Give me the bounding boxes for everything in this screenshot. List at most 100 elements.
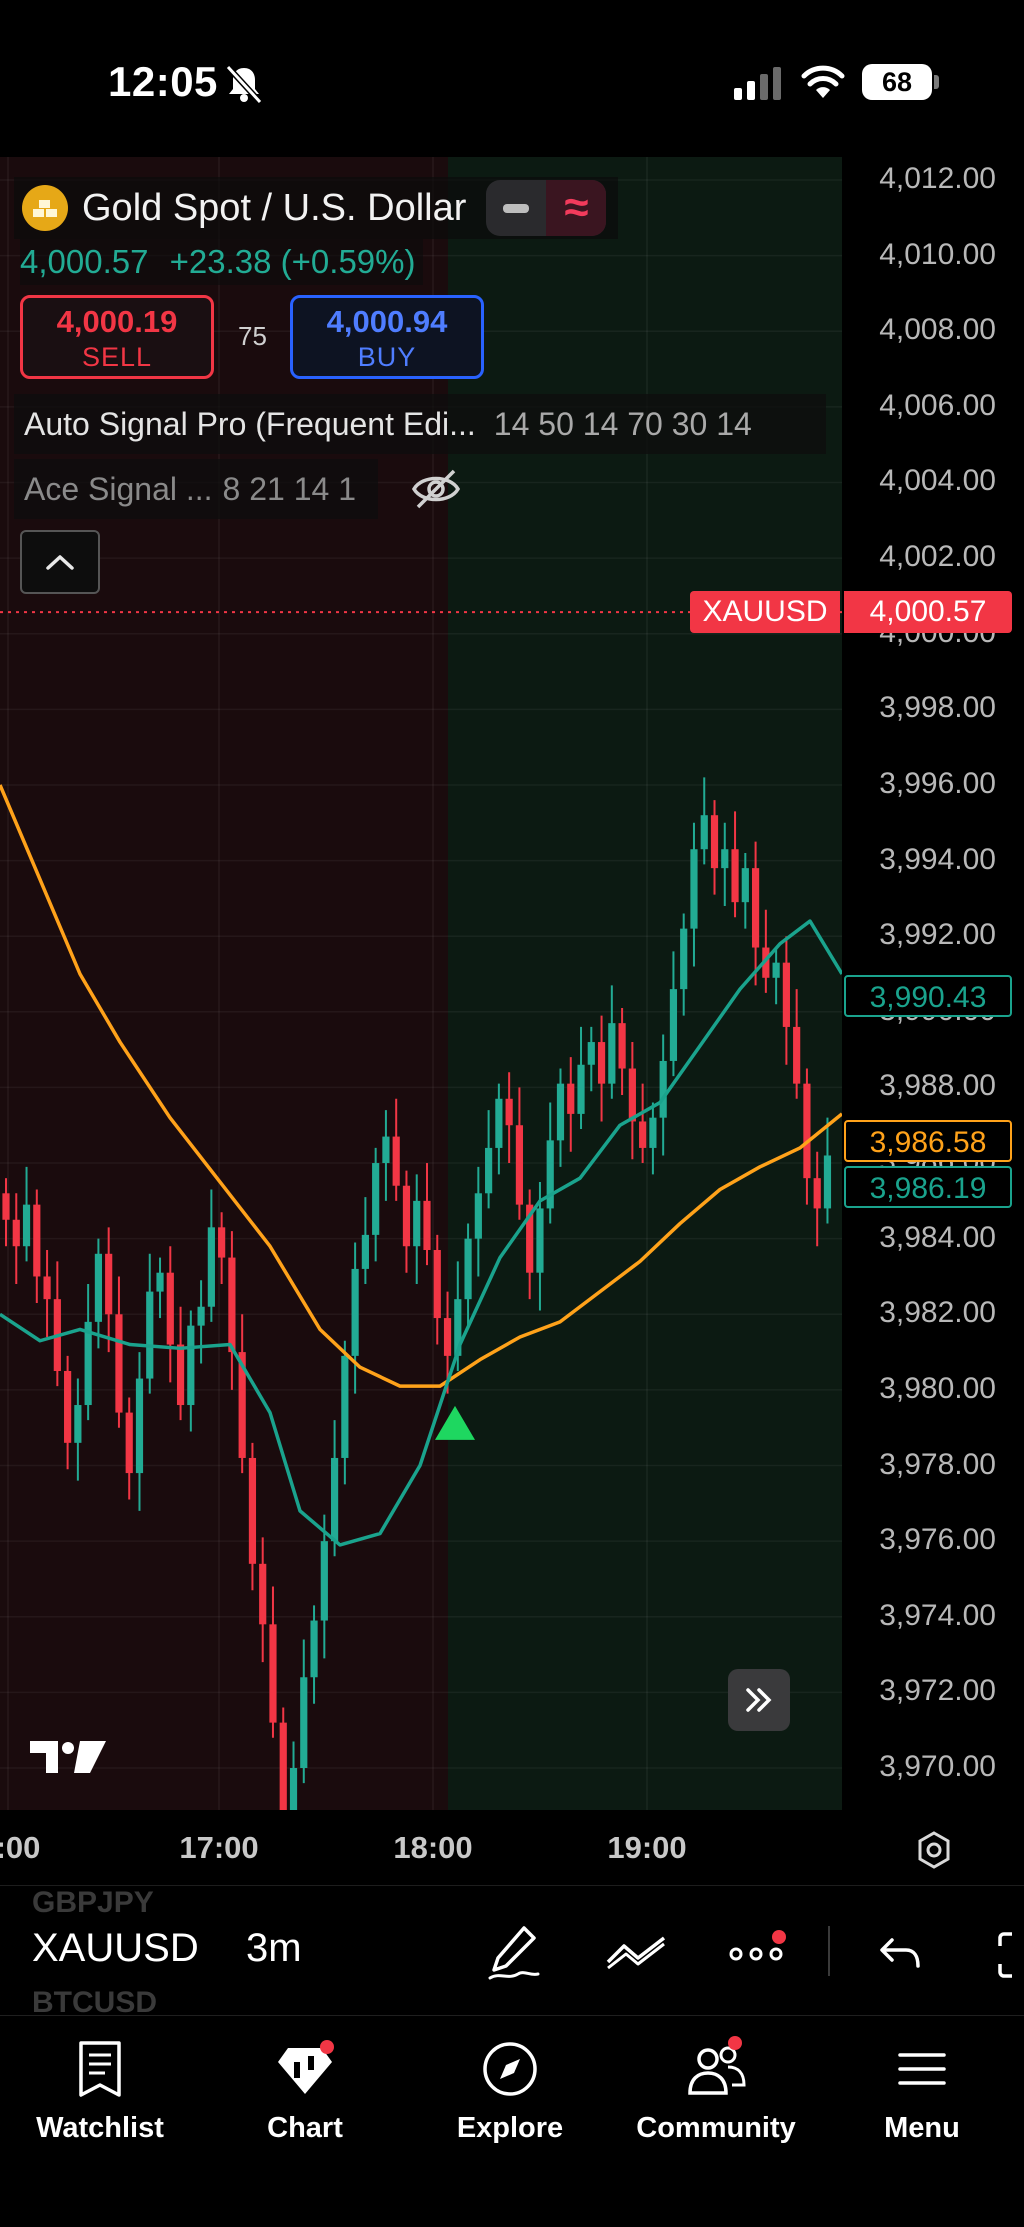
indicator-params: 8 21 14 1 xyxy=(222,470,356,507)
candle-body xyxy=(207,1227,215,1307)
candle-body xyxy=(176,1344,185,1406)
candle-body xyxy=(628,1068,636,1122)
indicator-name: Ace Signal ... xyxy=(24,470,213,507)
symbol-header[interactable]: Gold Spot / U.S. Dollar ≈ xyxy=(14,177,619,239)
candle-body xyxy=(105,1253,113,1315)
tab-menu[interactable]: Menu xyxy=(822,2034,1022,2145)
pencil-draw-icon[interactable] xyxy=(486,1922,542,1982)
wifi-icon xyxy=(801,65,845,98)
trend-lines-icon[interactable] xyxy=(604,1932,668,1972)
chart-icon xyxy=(278,2048,332,2094)
time-label: 18:00 xyxy=(393,1830,473,1865)
eye-off-icon[interactable] xyxy=(410,467,462,511)
candle-body xyxy=(125,1412,133,1474)
candle-body xyxy=(536,1208,544,1273)
candle-body xyxy=(146,1291,154,1379)
scroll-to-realtime-button[interactable] xyxy=(728,1669,790,1731)
double-chevron-right-icon xyxy=(746,1688,772,1712)
candle-body xyxy=(330,1457,339,1542)
collapse-legend-button[interactable] xyxy=(20,530,100,594)
candle-body xyxy=(515,1125,524,1205)
buy-price: 4,000.94 xyxy=(326,304,448,339)
candle-body xyxy=(115,1314,123,1413)
tab-explore[interactable]: Explore xyxy=(410,2034,610,2145)
candle-body xyxy=(289,1768,298,1810)
minus-icon[interactable] xyxy=(486,180,546,236)
indicator-legend-auto-signal[interactable]: Auto Signal Pro (Frequent Edi... 14 50 1… xyxy=(14,394,826,454)
chart-area[interactable]: Gold Spot / U.S. Dollar ≈ 4,000.57 +23.3… xyxy=(0,157,1024,1810)
candle-body xyxy=(700,815,708,850)
candle-body xyxy=(782,962,790,1027)
candle-body xyxy=(577,1064,585,1114)
candle-body xyxy=(197,1306,205,1326)
time-label: :00 xyxy=(0,1830,41,1865)
tab-community[interactable]: Community xyxy=(616,2034,816,2145)
candle-body xyxy=(803,1083,811,1179)
candle-body xyxy=(300,1677,308,1768)
tab-watchlist[interactable]: Watchlist xyxy=(0,2034,200,2145)
candle-body xyxy=(680,928,688,990)
candle-body xyxy=(690,849,698,929)
price-tick-label: 4,004.00 xyxy=(879,464,996,498)
candle-body xyxy=(618,1023,626,1069)
candle-body xyxy=(259,1563,267,1625)
candle-body xyxy=(721,849,729,869)
candle-body xyxy=(248,1457,257,1564)
price-tick-label: 3,978.00 xyxy=(879,1447,996,1481)
price-tick-label: 4,012.00 xyxy=(879,162,996,195)
candle-body xyxy=(64,1371,72,1443)
last-price: 4,000.57 xyxy=(20,243,149,280)
tradingview-logo-icon xyxy=(30,1741,106,1773)
candle-body xyxy=(238,1352,246,1458)
time-axis[interactable]: :00 17:00 18:00 19:00 xyxy=(0,1810,1024,1885)
candle-body xyxy=(22,1204,31,1247)
chart-style-toggle[interactable]: ≈ xyxy=(486,180,607,236)
orange-moving-average-line xyxy=(0,784,842,1388)
price-tick-label: 3,970.00 xyxy=(879,1750,996,1783)
candle-body xyxy=(608,1023,616,1084)
time-label: 17:00 xyxy=(179,1830,259,1865)
interval-selector[interactable]: 3m xyxy=(246,1926,302,1970)
candle-body xyxy=(526,1204,534,1273)
price-tick-label: 3,996.00 xyxy=(879,766,996,800)
tab-chart[interactable]: Chart xyxy=(205,2034,405,2145)
price-tick-label: 3,992.00 xyxy=(879,918,996,952)
symbol-selector[interactable]: XAUUSD xyxy=(32,1926,199,1970)
hamburger-icon xyxy=(898,2053,946,2085)
candle-body xyxy=(413,1200,421,1247)
symbol-scroll-next[interactable]: BTCUSD xyxy=(32,1986,157,2019)
candle-body xyxy=(813,1178,821,1209)
settings-gear-icon[interactable] xyxy=(914,1830,954,1870)
book-icon xyxy=(79,2041,121,2097)
candle-body xyxy=(731,849,739,903)
candle-body xyxy=(454,1299,462,1356)
notification-dot xyxy=(320,2040,334,2054)
candle-body xyxy=(341,1355,349,1458)
candle-body xyxy=(402,1185,411,1247)
candle-body xyxy=(793,1026,801,1084)
candle-body xyxy=(433,1250,441,1319)
toolbar-divider xyxy=(828,1926,830,1976)
bottom-tab-bar: Watchlist Chart Explore Community xyxy=(0,2015,1024,2227)
price-tick-label: 3,998.00 xyxy=(879,691,996,725)
candle-body xyxy=(135,1378,144,1474)
more-tools-icon[interactable] xyxy=(726,1936,788,1966)
fullscreen-icon[interactable] xyxy=(996,1930,1024,1980)
candle-body xyxy=(649,1117,657,1148)
battery-tip xyxy=(934,75,939,89)
sell-button[interactable]: 4,000.19 SELL xyxy=(20,295,214,379)
indicator-legend-ace-signal[interactable]: Ace Signal ... 8 21 14 1 xyxy=(14,459,378,519)
people-icon xyxy=(688,2046,746,2095)
tab-label: Watchlist xyxy=(36,2112,164,2144)
undo-icon[interactable] xyxy=(878,1934,924,1970)
chart-toolbar: GBPJPY XAUUSD BTCUSD 3m xyxy=(0,1885,1024,2019)
symbol-scroll-prev[interactable]: GBPJPY xyxy=(32,1886,154,1919)
tab-label: Menu xyxy=(884,2112,960,2144)
approx-icon[interactable]: ≈ xyxy=(546,180,607,236)
buy-button[interactable]: 4,000.94 BUY xyxy=(290,295,484,379)
status-bar: 12:05 68 xyxy=(0,0,1024,160)
battery-level: 68 xyxy=(862,64,932,100)
candle-body xyxy=(94,1253,103,1322)
candle-body xyxy=(166,1272,174,1345)
candle-body xyxy=(762,947,770,978)
